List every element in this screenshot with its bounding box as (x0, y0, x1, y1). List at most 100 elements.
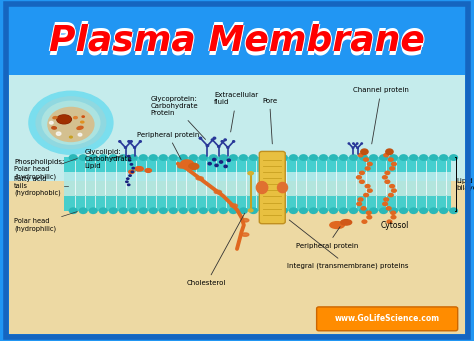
Circle shape (363, 157, 369, 162)
Circle shape (219, 207, 228, 214)
Circle shape (130, 170, 134, 173)
Circle shape (139, 154, 148, 161)
Circle shape (189, 207, 198, 214)
Circle shape (208, 162, 211, 165)
Circle shape (219, 161, 223, 163)
Text: Plasma Membrane: Plasma Membrane (49, 24, 425, 58)
Circle shape (363, 193, 369, 197)
Circle shape (89, 207, 98, 214)
Circle shape (367, 188, 373, 193)
Circle shape (128, 141, 130, 142)
Text: Peripheral protein: Peripheral protein (296, 227, 358, 249)
Text: Peripheral protein: Peripheral protein (137, 132, 199, 160)
Circle shape (213, 137, 216, 139)
Circle shape (259, 207, 268, 214)
Text: www.GoLifeScience.com: www.GoLifeScience.com (335, 314, 440, 323)
Circle shape (339, 154, 348, 161)
Circle shape (348, 143, 350, 144)
Circle shape (109, 207, 118, 214)
Circle shape (239, 154, 248, 161)
Circle shape (386, 219, 392, 224)
Circle shape (125, 180, 129, 183)
Circle shape (126, 177, 130, 180)
Circle shape (449, 207, 458, 214)
Ellipse shape (129, 170, 134, 174)
Circle shape (233, 141, 235, 142)
Circle shape (365, 184, 371, 189)
Circle shape (349, 154, 358, 161)
Ellipse shape (178, 165, 185, 168)
Circle shape (227, 147, 229, 148)
Circle shape (339, 207, 348, 214)
Circle shape (79, 207, 88, 214)
Circle shape (382, 175, 388, 180)
Ellipse shape (242, 219, 249, 222)
Circle shape (269, 207, 278, 214)
Circle shape (189, 154, 198, 161)
Circle shape (279, 207, 288, 214)
Circle shape (47, 107, 95, 142)
Circle shape (329, 154, 338, 161)
FancyBboxPatch shape (64, 196, 451, 211)
Circle shape (259, 154, 268, 161)
Ellipse shape (77, 127, 83, 129)
Circle shape (128, 159, 131, 162)
Text: Plasma Membrane: Plasma Membrane (49, 27, 425, 61)
Circle shape (359, 170, 365, 175)
Circle shape (429, 154, 438, 161)
Circle shape (36, 96, 106, 149)
Circle shape (429, 207, 438, 214)
Circle shape (179, 154, 188, 161)
Circle shape (134, 147, 136, 148)
Circle shape (357, 147, 358, 148)
Text: Plasma Membrane: Plasma Membrane (49, 20, 425, 55)
Circle shape (389, 184, 395, 189)
Circle shape (379, 207, 388, 214)
Circle shape (357, 153, 364, 158)
FancyBboxPatch shape (317, 307, 458, 331)
Circle shape (449, 154, 458, 161)
Circle shape (221, 141, 223, 142)
Ellipse shape (242, 233, 249, 236)
Circle shape (356, 175, 362, 180)
Circle shape (379, 154, 388, 161)
Circle shape (299, 154, 308, 161)
Ellipse shape (145, 169, 152, 172)
Circle shape (361, 149, 368, 154)
Circle shape (382, 202, 388, 206)
Circle shape (139, 141, 141, 142)
Circle shape (289, 154, 298, 161)
Circle shape (352, 147, 354, 148)
Circle shape (388, 193, 394, 197)
Circle shape (361, 219, 367, 224)
Ellipse shape (256, 181, 268, 194)
Circle shape (369, 207, 378, 214)
Circle shape (366, 215, 373, 220)
Circle shape (199, 137, 201, 139)
Text: Channel protein: Channel protein (353, 87, 409, 144)
Circle shape (409, 154, 418, 161)
Circle shape (289, 207, 298, 214)
Circle shape (357, 197, 364, 202)
Circle shape (359, 179, 365, 184)
Circle shape (127, 155, 131, 158)
Circle shape (229, 207, 238, 214)
Circle shape (119, 141, 121, 142)
Circle shape (389, 166, 395, 171)
Circle shape (309, 154, 318, 161)
Circle shape (159, 154, 168, 161)
Circle shape (389, 207, 398, 214)
Ellipse shape (230, 204, 237, 207)
Circle shape (349, 207, 358, 214)
Ellipse shape (82, 116, 84, 117)
Circle shape (131, 167, 135, 169)
Text: Lipid
bilayer: Lipid bilayer (456, 178, 474, 191)
Circle shape (366, 210, 372, 215)
FancyBboxPatch shape (64, 157, 451, 172)
Text: Cholesterol: Cholesterol (187, 213, 245, 286)
Circle shape (69, 154, 78, 161)
Circle shape (79, 154, 88, 161)
Circle shape (249, 154, 258, 161)
Ellipse shape (53, 117, 57, 119)
Text: Phospholipids:: Phospholipids: (14, 159, 64, 165)
